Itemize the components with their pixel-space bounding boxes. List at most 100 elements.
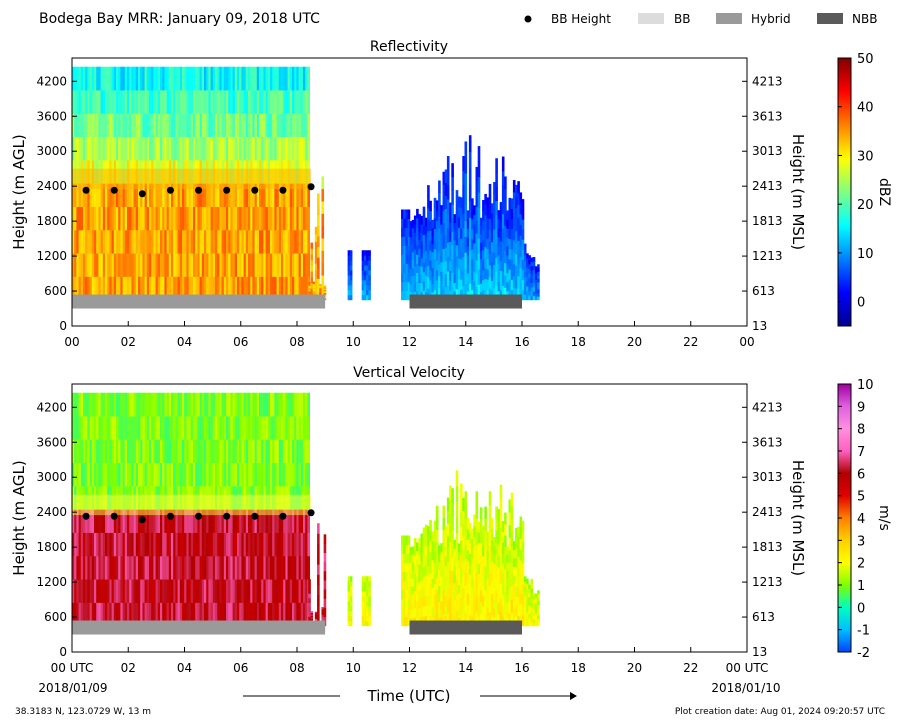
- heatmap-cell: [347, 265, 351, 271]
- heatmap-cell: [116, 229, 119, 254]
- heatmap-cell: [116, 136, 119, 161]
- heatmap-cell: [532, 605, 536, 610]
- heatmap-cell: [122, 439, 126, 464]
- heatmap-cell: [107, 183, 110, 207]
- heatmap-cell: [521, 259, 525, 270]
- heatmap-cell: [413, 282, 417, 292]
- heatmap-cell: [281, 579, 284, 603]
- heatmap-cell: [473, 280, 476, 291]
- heatmap-cell: [186, 136, 189, 161]
- heatmap-cell: [133, 392, 137, 417]
- y-tick-label-right: 2413: [752, 505, 783, 519]
- heatmap-cell: [166, 206, 170, 231]
- heatmap-cell: [91, 253, 95, 277]
- heatmap-cell: [442, 517, 446, 531]
- heatmap-cell: [87, 509, 90, 533]
- heatmap-cell: [457, 543, 461, 553]
- heatmap-cell: [241, 462, 244, 487]
- heatmap-cell: [519, 203, 523, 215]
- heatmap-cell: [453, 599, 457, 609]
- heatmap-cell: [252, 392, 255, 417]
- heatmap-cell: [451, 204, 454, 219]
- heatmap-cell: [261, 229, 264, 254]
- heatmap-cell: [91, 183, 95, 207]
- heatmap-cell: [274, 136, 277, 161]
- heatmap-cell: [208, 555, 211, 580]
- heatmap-cell: [248, 113, 251, 138]
- heatmap-cell: [96, 113, 99, 138]
- heatmap-cell: [76, 229, 79, 254]
- heatmap-cell: [405, 254, 409, 265]
- heatmap-cell: [422, 215, 426, 226]
- heatmap-cell: [446, 535, 450, 550]
- velocity-x-axis: 00 UTC 02 04 06 08 10 12 14 16 18 20 22 00 UTC: [51, 647, 768, 675]
- heatmap-cell: [314, 226, 318, 235]
- heatmap-cell: [87, 555, 90, 580]
- heatmap-cell: [283, 66, 286, 91]
- heatmap-cell: [151, 579, 154, 603]
- heatmap-cell: [98, 555, 101, 580]
- heatmap-cell: [210, 276, 214, 301]
- heatmap-cell: [208, 253, 211, 277]
- heatmap-cell: [210, 66, 214, 91]
- heatmap-cell: [237, 555, 240, 580]
- heatmap-cell: [94, 579, 97, 603]
- heatmap-cell: [105, 392, 108, 417]
- heatmap-cell: [401, 254, 404, 265]
- heatmap-cell: [317, 543, 320, 555]
- heatmap-cell: [413, 232, 417, 242]
- heatmap-cell: [195, 90, 198, 114]
- heatmap-cell: [457, 258, 461, 270]
- heatmap-cell: [347, 279, 351, 286]
- heatmap-cell: [440, 242, 443, 253]
- heatmap-cell: [517, 536, 520, 547]
- heatmap-cell: [508, 524, 512, 538]
- heatmap-cell: [133, 462, 137, 487]
- heatmap-cell: [109, 229, 112, 254]
- heatmap-cell: [83, 229, 86, 254]
- heatmap-cell: [438, 577, 441, 587]
- heatmap-cell: [87, 462, 90, 487]
- heatmap-cell: [468, 217, 472, 235]
- heatmap-cell: [287, 416, 291, 440]
- heatmap-cell: [292, 90, 295, 114]
- heatmap-cell: [195, 579, 198, 603]
- heatmap-cell: [418, 265, 421, 275]
- heatmap-cell: [411, 243, 415, 253]
- heatmap-cell: [221, 602, 225, 627]
- heatmap-cell: [403, 290, 406, 301]
- heatmap-cell: [312, 285, 316, 288]
- heatmap-cell: [289, 206, 293, 231]
- heatmap-cell: [215, 579, 218, 603]
- heatmap-cell: [424, 544, 428, 556]
- heatmap-cell: [310, 618, 314, 621]
- heatmap-cell: [451, 501, 454, 517]
- x-tick-label: 00: [64, 335, 79, 349]
- heatmap-cell: [102, 229, 106, 254]
- heatmap-cell: [438, 263, 441, 277]
- heatmap-cell: [122, 532, 126, 557]
- heatmap-cell: [274, 439, 277, 464]
- heatmap-cell: [403, 218, 406, 228]
- heatmap-cell: [479, 275, 483, 284]
- heatmap-cell: [199, 276, 203, 301]
- heatmap-cell: [495, 566, 498, 579]
- heatmap-cell: [83, 90, 86, 114]
- heatmap-cell: [72, 183, 75, 207]
- heatmap-cell: [479, 217, 483, 227]
- heatmap-cell: [184, 90, 187, 114]
- heatmap-cell: [289, 392, 293, 417]
- x-tick-label: 10: [346, 661, 361, 675]
- y-tick-label: 0: [59, 645, 67, 659]
- heatmap-cell: [102, 253, 106, 277]
- heatmap-cell: [195, 276, 198, 301]
- heatmap-cell: [87, 113, 90, 138]
- heatmap-cell: [204, 555, 207, 580]
- heatmap-cell: [314, 277, 318, 286]
- reflectivity-title: Reflectivity: [370, 39, 448, 55]
- heatmap-cell: [482, 575, 485, 587]
- heatmap-cell: [468, 184, 472, 202]
- heatmap-cell: [146, 90, 150, 114]
- velocity-y-label: Height (m AGL): [10, 460, 28, 575]
- heatmap-cell: [232, 579, 236, 603]
